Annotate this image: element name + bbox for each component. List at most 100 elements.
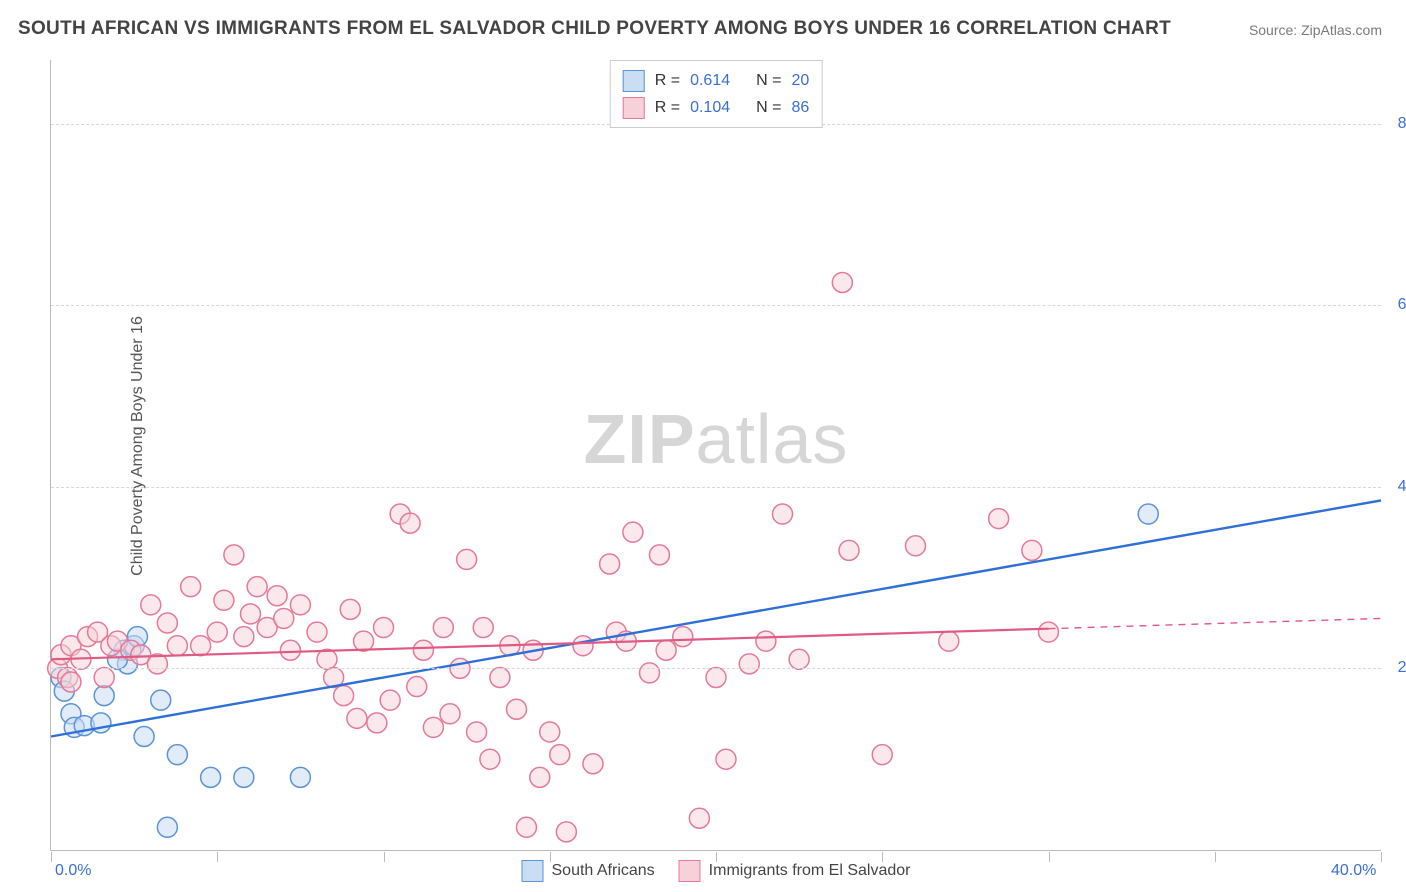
legend-r-label: R = <box>655 94 680 121</box>
scatter-point-series-1 <box>673 627 693 647</box>
scatter-point-series-1 <box>473 618 493 638</box>
scatter-point-series-1 <box>739 654 759 674</box>
scatter-point-series-1 <box>832 272 852 292</box>
legend-series-item-1: Immigrants from El Salvador <box>679 860 911 882</box>
legend-swatch-0 <box>623 70 645 92</box>
scatter-point-series-1 <box>61 672 81 692</box>
scatter-point-series-1 <box>689 808 709 828</box>
scatter-point-series-1 <box>623 522 643 542</box>
legend-series-swatch-1 <box>679 860 701 882</box>
scatter-point-series-1 <box>600 554 620 574</box>
scatter-point-series-1 <box>290 595 310 615</box>
scatter-point-series-1 <box>347 708 367 728</box>
legend-n-label: N = <box>756 67 781 94</box>
legend-series-swatch-0 <box>521 860 543 882</box>
chart-container: SOUTH AFRICAN VS IMMIGRANTS FROM EL SALV… <box>0 0 1406 892</box>
source-attribution: Source: ZipAtlas.com <box>1249 22 1382 38</box>
scatter-point-series-1 <box>756 631 776 651</box>
scatter-point-series-1 <box>413 640 433 660</box>
y-tick-label: 60.0% <box>1398 296 1406 314</box>
scatter-point-series-1 <box>583 754 603 774</box>
scatter-point-series-1 <box>400 513 420 533</box>
y-tick-label: 20.0% <box>1398 659 1406 677</box>
scatter-point-series-1 <box>334 686 354 706</box>
legend-r-label: R = <box>655 67 680 94</box>
scatter-point-series-1 <box>234 627 254 647</box>
chart-title: SOUTH AFRICAN VS IMMIGRANTS FROM EL SALV… <box>18 18 1171 40</box>
scatter-point-series-1 <box>191 636 211 656</box>
legend-series-label-0: South Africans <box>551 862 654 879</box>
scatter-point-series-0 <box>134 726 154 746</box>
scatter-point-series-1 <box>267 586 287 606</box>
scatter-point-series-1 <box>530 767 550 787</box>
scatter-point-series-1 <box>556 822 576 842</box>
scatter-point-series-0 <box>157 817 177 837</box>
scatter-point-series-0 <box>94 686 114 706</box>
scatter-point-series-0 <box>201 767 221 787</box>
scatter-point-series-1 <box>1039 622 1059 642</box>
scatter-point-series-1 <box>716 749 736 769</box>
scatter-point-series-1 <box>224 545 244 565</box>
scatter-point-series-1 <box>407 677 427 697</box>
legend-r-value-0: 0.614 <box>690 67 730 94</box>
scatter-point-series-0 <box>167 745 187 765</box>
scatter-point-series-1 <box>490 667 510 687</box>
scatter-point-series-0 <box>151 690 171 710</box>
scatter-point-series-1 <box>307 622 327 642</box>
legend-n-label: N = <box>756 94 781 121</box>
legend-r-value-1: 0.104 <box>690 94 730 121</box>
scatter-point-series-1 <box>906 536 926 556</box>
scatter-point-series-1 <box>467 722 487 742</box>
y-tick-label: 80.0% <box>1398 115 1406 133</box>
scatter-point-series-1 <box>480 749 500 769</box>
scatter-point-series-0 <box>234 767 254 787</box>
scatter-point-series-1 <box>640 663 660 683</box>
scatter-point-series-1 <box>274 608 294 628</box>
regression-line-dashed-series-1 <box>1049 618 1382 628</box>
scatter-point-series-1 <box>706 667 726 687</box>
legend-n-value-0: 20 <box>791 67 809 94</box>
scatter-point-series-1 <box>157 613 177 633</box>
scatter-point-series-1 <box>94 667 114 687</box>
scatter-point-series-1 <box>280 640 300 660</box>
scatter-point-series-1 <box>167 636 187 656</box>
scatter-point-series-1 <box>207 622 227 642</box>
scatter-point-series-1 <box>181 577 201 597</box>
scatter-point-series-1 <box>649 545 669 565</box>
scatter-point-series-1 <box>214 590 234 610</box>
x-tick-label: 0.0% <box>55 862 91 880</box>
scatter-point-series-1 <box>507 699 527 719</box>
legend-n-value-1: 86 <box>791 94 809 121</box>
legend-stats-row-1: R = 0.104 N = 86 <box>623 94 810 121</box>
scatter-point-series-1 <box>141 595 161 615</box>
scatter-point-series-1 <box>247 577 267 597</box>
scatter-point-series-1 <box>367 713 387 733</box>
scatter-point-series-1 <box>773 504 793 524</box>
legend-series-item-0: South Africans <box>521 860 654 882</box>
scatter-point-series-1 <box>872 745 892 765</box>
x-tick-label: 40.0% <box>1331 862 1376 880</box>
legend-series-label-1: Immigrants from El Salvador <box>709 862 911 879</box>
legend-swatch-1 <box>623 97 645 119</box>
scatter-point-series-1 <box>839 540 859 560</box>
scatter-point-series-0 <box>290 767 310 787</box>
scatter-point-series-1 <box>457 549 477 569</box>
scatter-point-series-1 <box>423 717 443 737</box>
scatter-point-series-1 <box>540 722 560 742</box>
scatter-point-series-0 <box>1138 504 1158 524</box>
scatter-point-series-1 <box>516 817 536 837</box>
scatter-point-series-1 <box>789 649 809 669</box>
y-tick-label: 40.0% <box>1398 478 1406 496</box>
scatter-point-series-1 <box>939 631 959 651</box>
scatter-point-series-1 <box>241 604 261 624</box>
legend-stats: R = 0.614 N = 20 R = 0.104 N = 86 <box>610 60 823 128</box>
scatter-point-series-1 <box>1022 540 1042 560</box>
plot-svg <box>51 60 1381 850</box>
scatter-point-series-1 <box>433 618 453 638</box>
plot-area: ZIPatlas R = 0.614 N = 20 R = 0.104 N = … <box>50 60 1381 851</box>
scatter-point-series-1 <box>340 599 360 619</box>
scatter-point-series-1 <box>374 618 394 638</box>
legend-series: South Africans Immigrants from El Salvad… <box>521 860 910 882</box>
scatter-point-series-1 <box>440 704 460 724</box>
scatter-point-series-1 <box>380 690 400 710</box>
